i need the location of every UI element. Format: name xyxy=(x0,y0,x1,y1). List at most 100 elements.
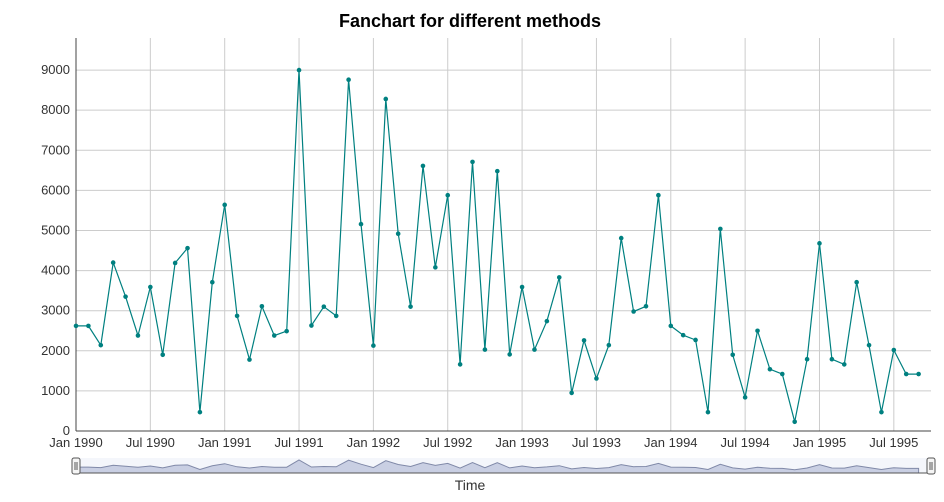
data-point[interactable] xyxy=(594,376,599,381)
data-point[interactable] xyxy=(358,221,364,227)
data-point[interactable] xyxy=(532,347,537,352)
data-point[interactable] xyxy=(668,323,674,329)
data-point[interactable] xyxy=(804,356,810,362)
data-point[interactable] xyxy=(631,309,636,314)
x-tick-label: Jul 1994 xyxy=(721,435,770,450)
data-point[interactable] xyxy=(643,303,649,309)
data-point[interactable] xyxy=(817,241,822,246)
data-point[interactable] xyxy=(259,303,265,309)
data-point[interactable] xyxy=(160,352,166,358)
data-point[interactable] xyxy=(767,366,773,372)
data-point[interactable] xyxy=(284,328,289,334)
y-tick-label: 0 xyxy=(63,423,70,438)
data-point[interactable] xyxy=(433,265,438,270)
data-point[interactable] xyxy=(792,419,797,425)
x-tick-label: Jan 1990 xyxy=(49,435,103,450)
data-point[interactable] xyxy=(135,333,141,338)
x-tick-label: Jul 1995 xyxy=(869,435,918,450)
chart-title: Fanchart for different methods xyxy=(339,11,601,31)
series-line xyxy=(76,70,919,422)
x-tick-label: Jan 1993 xyxy=(495,435,549,450)
data-point[interactable] xyxy=(507,352,512,357)
data-point[interactable] xyxy=(891,347,897,353)
data-point[interactable] xyxy=(519,284,525,290)
x-tick-label: Jan 1992 xyxy=(347,435,401,450)
data-point[interactable] xyxy=(296,67,302,73)
data-point[interactable] xyxy=(395,231,401,236)
data-point[interactable] xyxy=(172,260,178,266)
data-point[interactable] xyxy=(581,338,587,343)
data-point[interactable] xyxy=(309,323,314,328)
data-point[interactable] xyxy=(866,342,872,348)
y-tick-label: 6000 xyxy=(41,182,70,197)
data-point[interactable] xyxy=(705,409,711,415)
navigator-handle-right[interactable] xyxy=(926,457,936,475)
data-point[interactable] xyxy=(693,337,698,343)
data-point[interactable] xyxy=(110,260,116,265)
data-point[interactable] xyxy=(544,318,550,324)
data-point[interactable] xyxy=(86,323,91,329)
x-axis-label: Time xyxy=(455,477,486,493)
data-point[interactable] xyxy=(333,313,339,319)
range-navigator[interactable] xyxy=(71,457,936,475)
data-point[interactable] xyxy=(271,333,277,338)
data-point[interactable] xyxy=(903,371,909,377)
y-tick-label: 1000 xyxy=(41,383,70,398)
data-point[interactable] xyxy=(841,362,847,367)
x-tick-label: Jul 1993 xyxy=(572,435,621,450)
grid xyxy=(75,38,931,432)
plot-area xyxy=(73,67,921,425)
navigator-handle-left[interactable] xyxy=(71,457,81,475)
data-point[interactable] xyxy=(210,279,215,285)
data-point[interactable] xyxy=(495,168,500,174)
y-tick-label: 7000 xyxy=(41,142,70,157)
x-axis-ticks: Jan 1990 Jul 1990 Jan 1991 Jul 1991 Jan 1992… xyxy=(49,435,918,450)
data-point[interactable] xyxy=(829,356,835,362)
data-point[interactable] xyxy=(482,347,488,352)
data-point[interactable] xyxy=(618,235,624,241)
y-tick-label: 3000 xyxy=(41,303,70,318)
data-point[interactable] xyxy=(457,362,463,367)
data-point[interactable] xyxy=(321,304,327,309)
data-point[interactable] xyxy=(879,409,884,415)
data-point[interactable] xyxy=(680,332,686,338)
data-point[interactable] xyxy=(656,192,661,198)
data-point[interactable] xyxy=(197,409,203,415)
data-point[interactable] xyxy=(718,226,723,232)
x-tick-label: Jul 1992 xyxy=(423,435,472,450)
data-point[interactable] xyxy=(123,294,128,299)
data-point[interactable] xyxy=(730,352,736,358)
data-point[interactable] xyxy=(445,192,451,198)
data-point[interactable] xyxy=(73,323,79,329)
y-tick-label: 4000 xyxy=(41,263,70,278)
data-point[interactable] xyxy=(408,304,413,309)
data-point[interactable] xyxy=(470,159,475,165)
x-tick-label: Jul 1991 xyxy=(274,435,323,450)
data-point[interactable] xyxy=(606,342,612,348)
data-point[interactable] xyxy=(420,163,426,169)
y-tick-label: 5000 xyxy=(41,222,70,237)
data-point[interactable] xyxy=(854,279,859,285)
data-point[interactable] xyxy=(234,313,240,319)
data-point[interactable] xyxy=(148,284,153,290)
data-point[interactable] xyxy=(98,342,104,348)
x-tick-label: Jan 1995 xyxy=(793,435,847,450)
data-point[interactable] xyxy=(383,96,389,102)
data-point[interactable] xyxy=(247,357,252,362)
data-point[interactable] xyxy=(346,77,351,83)
data-point[interactable] xyxy=(742,395,748,400)
data-point[interactable] xyxy=(556,275,562,280)
x-tick-label: Jan 1994 xyxy=(644,435,698,450)
data-point[interactable] xyxy=(569,390,574,396)
data-point[interactable] xyxy=(222,202,227,208)
data-point[interactable] xyxy=(755,328,760,334)
y-tick-label: 8000 xyxy=(41,102,70,117)
y-tick-label: 2000 xyxy=(41,343,70,358)
data-point[interactable] xyxy=(780,371,785,377)
data-point[interactable] xyxy=(371,343,376,348)
data-point[interactable] xyxy=(185,245,190,251)
x-tick-label: Jan 1991 xyxy=(198,435,252,450)
y-axis-ticks: 0 1000 2000 3000 4000 5000 6000 7000 8000 9000 xyxy=(41,62,70,438)
data-point[interactable] xyxy=(916,371,921,377)
